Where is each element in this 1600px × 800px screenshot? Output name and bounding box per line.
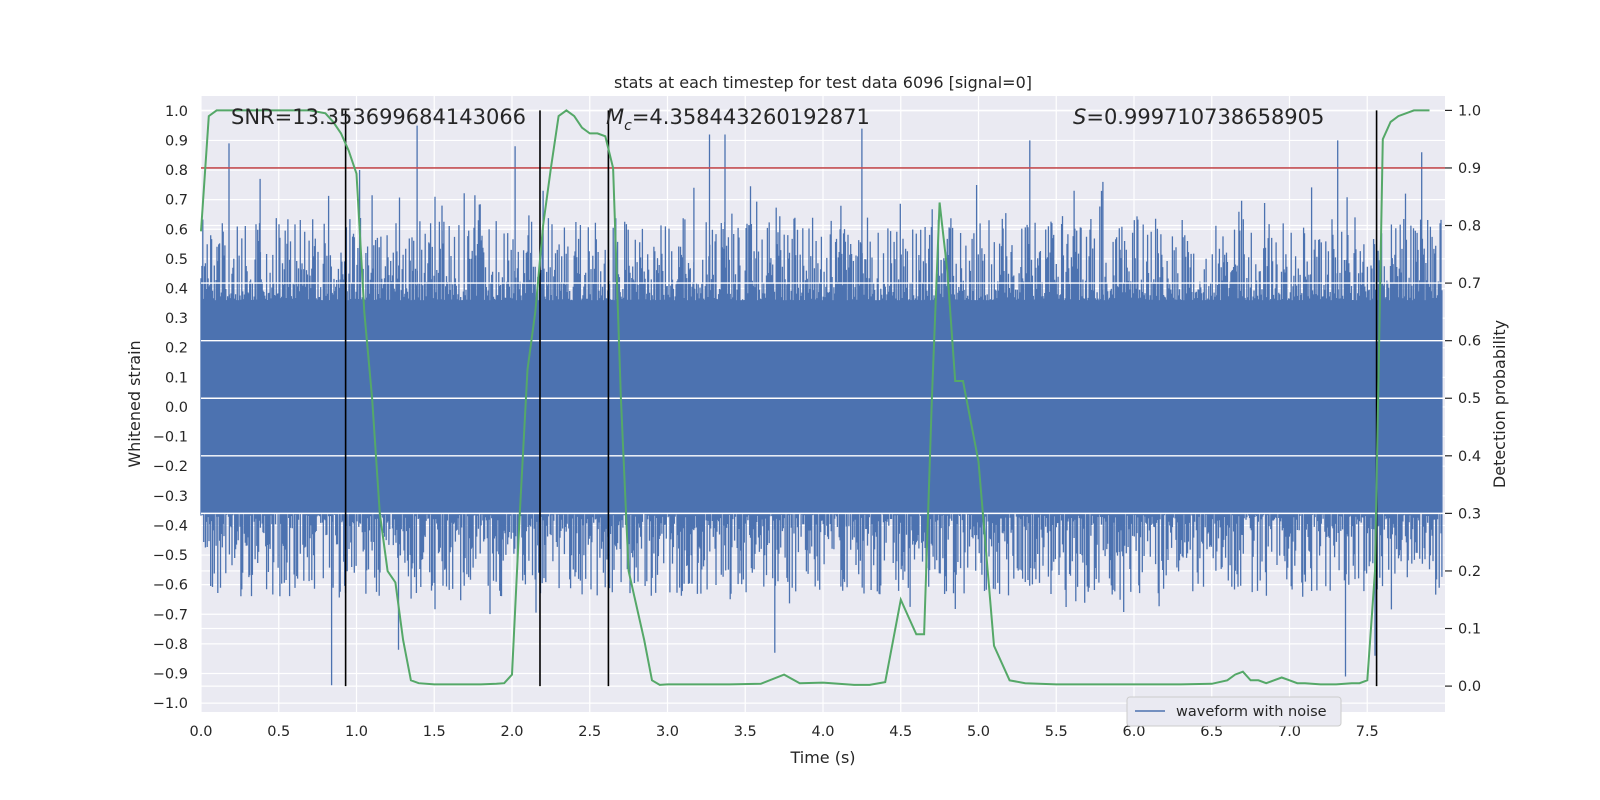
y-right-tick-label: 0.4 bbox=[1458, 449, 1481, 465]
x-tick-label: 6.5 bbox=[1200, 724, 1223, 740]
y-tick-label: −0.3 bbox=[153, 489, 188, 505]
y-right-tick-label: 0.1 bbox=[1458, 622, 1481, 638]
y-tick-label: 0.8 bbox=[165, 163, 188, 179]
y-tick-label: 0.6 bbox=[165, 222, 188, 238]
x-tick-label: 2.0 bbox=[500, 724, 523, 740]
waveform-series bbox=[200, 125, 1445, 686]
y-right-tick-label: 0.3 bbox=[1458, 506, 1481, 522]
x-tick-label: 7.0 bbox=[1278, 724, 1301, 740]
x-tick-label: 1.0 bbox=[345, 724, 368, 740]
x-axis-label: Time (s) bbox=[789, 748, 855, 767]
y-tick-label: −0.9 bbox=[153, 667, 188, 683]
x-tick-label: 6.0 bbox=[1122, 724, 1145, 740]
s-annotation: S=0.999710738658905 bbox=[1073, 105, 1324, 129]
x-tick-label: 4.5 bbox=[889, 724, 912, 740]
y-tick-label: −0.2 bbox=[153, 459, 188, 475]
y-tick-label: 0.9 bbox=[165, 133, 188, 149]
y-tick-label: 0.1 bbox=[165, 370, 188, 386]
y-tick-label: 0.7 bbox=[165, 193, 188, 209]
y-right-tick-label: 0.9 bbox=[1458, 161, 1481, 177]
y-right-tick-label: 0.5 bbox=[1458, 391, 1481, 407]
x-tick-label: 1.5 bbox=[423, 724, 446, 740]
y-tick-label: 1.0 bbox=[165, 104, 188, 120]
y-tick-label: −0.6 bbox=[153, 578, 188, 594]
snr-annotation: SNR=13.353699684143066 bbox=[231, 105, 526, 129]
y-right-tick-label: 0.6 bbox=[1458, 334, 1481, 350]
y-axis-right: 1.0 0.9 0.8 0.7 0.6 0.5 0.4 0.3 0.2 0.1 0.0 bbox=[1445, 103, 1481, 695]
mc-annotation: Mc=4.358443260192871 bbox=[606, 105, 870, 134]
y-axis-right-label: Detection probability bbox=[1490, 320, 1509, 488]
y-tick-label: −0.8 bbox=[153, 637, 188, 653]
x-tick-label: 0.5 bbox=[267, 724, 290, 740]
x-tick-label: 5.0 bbox=[967, 724, 990, 740]
y-right-tick-label: 1.0 bbox=[1458, 103, 1481, 119]
x-axis: 0.0 0.5 1.0 1.5 2.0 2.5 3.0 3.5 4.0 4.5 5.0 5.5 6.0 6… bbox=[189, 724, 1378, 740]
legend-label: waveform with noise bbox=[1176, 704, 1327, 720]
x-tick-label: 2.5 bbox=[578, 724, 601, 740]
probability-series bbox=[200, 109, 1430, 686]
y-tick-label: 0.0 bbox=[165, 400, 188, 416]
x-tick-label: 4.0 bbox=[811, 724, 834, 740]
x-tick-label: 0.0 bbox=[189, 724, 212, 740]
y-tick-label: −0.5 bbox=[153, 548, 188, 564]
waveform-line bbox=[200, 125, 1443, 686]
y-right-tick-label: 0.0 bbox=[1458, 679, 1481, 695]
y-tick-label: −1.0 bbox=[153, 696, 188, 712]
y-tick-label: −0.1 bbox=[153, 430, 188, 446]
y-right-tick-label: 0.2 bbox=[1458, 564, 1481, 580]
x-tick-label: 5.5 bbox=[1045, 724, 1068, 740]
y-right-tick-label: 0.7 bbox=[1458, 276, 1481, 292]
y-tick-label: 0.4 bbox=[165, 282, 188, 298]
legend: waveform with noise bbox=[1126, 696, 1342, 727]
y-right-tick-label: 0.8 bbox=[1458, 219, 1481, 235]
y-tick-label: 0.3 bbox=[165, 311, 188, 327]
vertical-markers bbox=[344, 110, 1378, 687]
chart-title: stats at each timestep for test data 609… bbox=[614, 73, 1032, 92]
y-tick-label: 0.2 bbox=[165, 341, 188, 357]
y-tick-label: 0.5 bbox=[165, 252, 188, 268]
y-tick-label: −0.7 bbox=[153, 607, 188, 623]
probability-line bbox=[200, 109, 1430, 686]
y-axis-label: Whitened strain bbox=[125, 340, 144, 467]
x-tick-label: 3.0 bbox=[656, 724, 679, 740]
x-tick-label: 3.5 bbox=[734, 724, 757, 740]
legend-box bbox=[1126, 696, 1342, 727]
x-tick-label: 7.5 bbox=[1356, 724, 1379, 740]
y-tick-label: −0.4 bbox=[153, 518, 188, 534]
y-axis-left: 1.0 0.9 0.8 0.7 0.6 0.5 0.4 0.3 0.2 0.1 0.0 −0.1 −0.… bbox=[153, 104, 188, 712]
